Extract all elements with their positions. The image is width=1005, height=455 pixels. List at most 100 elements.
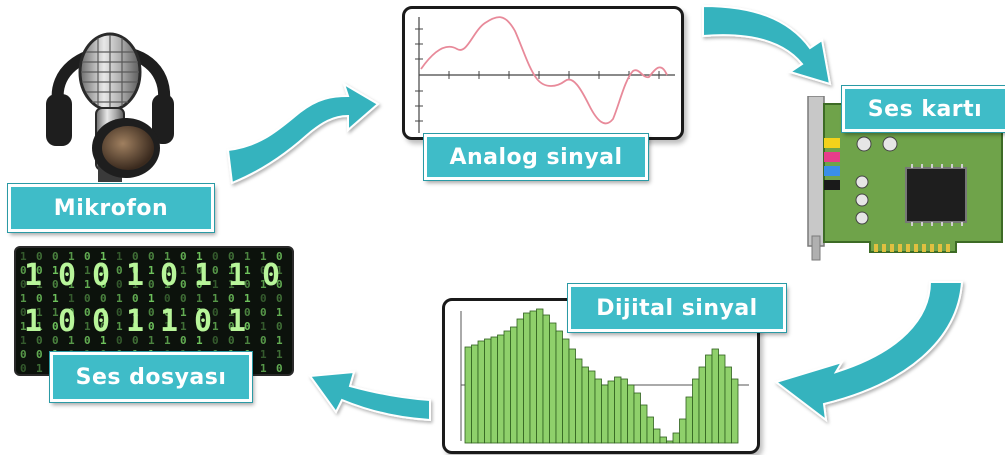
binary-digit: 1 xyxy=(276,334,283,347)
binary-digit: 0 xyxy=(276,278,283,291)
binary-digit: 0 xyxy=(260,264,267,277)
binary-digit: 1 xyxy=(100,264,107,277)
binary-digit: 0 xyxy=(132,320,139,333)
binary-digit: 1 xyxy=(20,250,27,263)
binary-digit: 0 xyxy=(212,264,219,277)
arrow-analog-to-soundcard xyxy=(702,4,832,86)
binary-digit: 0 xyxy=(20,362,27,375)
binary-digit: 1 xyxy=(260,278,267,291)
binary-digit: 0 xyxy=(20,306,27,319)
binary-digit-large: 0 xyxy=(58,258,77,293)
binary-digit: 1 xyxy=(116,250,123,263)
binary-digit: 0 xyxy=(20,264,27,277)
binary-digit: 0 xyxy=(212,334,219,347)
binary-digit: 0 xyxy=(276,320,283,333)
binary-digit: 1 xyxy=(100,250,107,263)
digital-bar xyxy=(562,338,570,444)
binary-digit: 0 xyxy=(52,250,59,263)
binary-digit: 1 xyxy=(52,264,59,277)
binary-digit: 1 xyxy=(84,320,91,333)
binary-digit-large: 0 xyxy=(92,304,111,339)
digital-bar xyxy=(659,436,667,444)
binary-digit: 0 xyxy=(36,264,43,277)
binary-digit: 1 xyxy=(276,264,283,277)
binary-digit: 1 xyxy=(36,320,43,333)
digital-bar xyxy=(477,340,485,444)
binary-digit: 1 xyxy=(180,306,187,319)
binary-digit: 0 xyxy=(228,250,235,263)
binary-digit: 0 xyxy=(36,250,43,263)
binary-digit: 1 xyxy=(260,320,267,333)
digital-bar xyxy=(536,308,544,444)
binary-digit: 1 xyxy=(260,348,267,361)
binary-digit: 1 xyxy=(20,320,27,333)
binary-digit: 1 xyxy=(164,334,171,347)
digital-bar xyxy=(666,440,674,444)
binary-digit: 0 xyxy=(276,292,283,305)
binary-digit: 1 xyxy=(68,334,75,347)
arrow-digital-to-soundfile xyxy=(308,370,431,422)
binary-digit: 1 xyxy=(36,306,43,319)
binary-digit: 0 xyxy=(100,320,107,333)
binary-digit: 0 xyxy=(196,320,203,333)
digital-bar xyxy=(549,322,557,444)
label-dijital-sinyal-text: Dijital sinyal xyxy=(596,295,758,321)
binary-digit: 1 xyxy=(212,278,219,291)
binary-digit: 1 xyxy=(132,278,139,291)
binary-digit: 1 xyxy=(196,250,203,263)
digital-bar xyxy=(503,330,511,444)
binary-digit: 1 xyxy=(36,362,43,375)
binary-digit-large: 1 xyxy=(126,258,145,293)
binary-digit-large: 0 xyxy=(58,304,77,339)
binary-digit-large: 1 xyxy=(228,304,247,339)
binary-digit: 0 xyxy=(276,362,283,375)
binary-digit-large: 1 xyxy=(194,258,213,293)
microphone-headphones-icon xyxy=(46,32,174,182)
binary-digit: 1 xyxy=(148,334,155,347)
binary-digit-large: 1 xyxy=(228,258,247,293)
binary-digit: 0 xyxy=(84,250,91,263)
binary-digit: 1 xyxy=(244,250,251,263)
digital-bar xyxy=(698,366,706,444)
binary-digit: 1 xyxy=(36,278,43,291)
digital-bar xyxy=(575,358,583,444)
binary-digit-large: 0 xyxy=(92,258,111,293)
analog-waveform xyxy=(415,16,675,133)
binary-digit: 1 xyxy=(148,264,155,277)
binary-digit: 0 xyxy=(148,320,155,333)
binary-digit: 0 xyxy=(52,278,59,291)
digital-bar xyxy=(724,366,732,444)
digital-bar xyxy=(711,348,719,444)
binary-digit: 1 xyxy=(260,250,267,263)
binary-digit: 1 xyxy=(196,334,203,347)
binary-digit: 0 xyxy=(196,264,203,277)
binary-digit: 1 xyxy=(100,306,107,319)
binary-digit: 0 xyxy=(244,278,251,291)
digital-bar xyxy=(555,330,563,444)
binary-digit: 0 xyxy=(196,278,203,291)
binary-digit: 0 xyxy=(116,306,123,319)
digital-bar xyxy=(614,376,622,444)
binary-digit: 0 xyxy=(212,250,219,263)
binary-digit: 0 xyxy=(260,292,267,305)
binary-digit: 1 xyxy=(260,362,267,375)
digital-bar xyxy=(718,354,726,444)
binary-digit: 0 xyxy=(116,278,123,291)
binary-digit: 0 xyxy=(180,292,187,305)
label-ses-karti-text: Ses kartı xyxy=(867,96,983,122)
binary-digit: 1 xyxy=(164,278,171,291)
binary-digit: 1 xyxy=(244,264,251,277)
binary-digit: 0 xyxy=(36,348,43,361)
binary-digit: 1 xyxy=(20,292,27,305)
binary-digit: 0 xyxy=(180,250,187,263)
binary-digit: 0 xyxy=(84,306,91,319)
binary-digit: 0 xyxy=(100,292,107,305)
binary-digit: 1 xyxy=(52,292,59,305)
arrow-soundcard-to-digital xyxy=(773,281,964,423)
binary-digit-large: 0 xyxy=(262,258,281,293)
digital-bar xyxy=(542,314,550,444)
label-analog-sinyal: Analog sinyal xyxy=(424,134,648,180)
binary-digit: 0 xyxy=(276,250,283,263)
binary-digit: 0 xyxy=(68,264,75,277)
